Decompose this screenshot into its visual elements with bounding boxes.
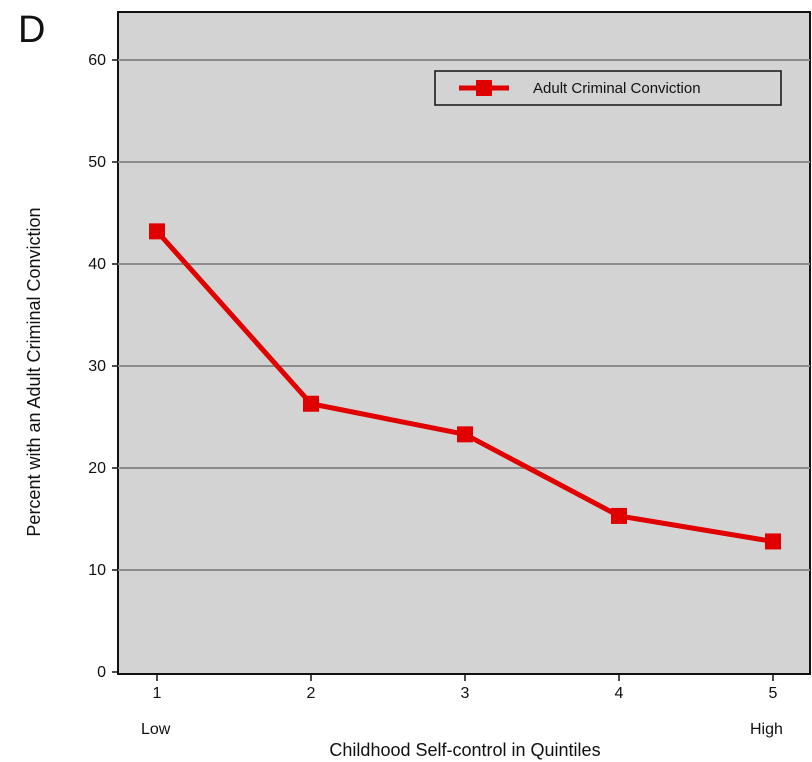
panel-label: D [18,9,45,51]
y-axis-title: Percent with an Adult Criminal Convictio… [24,207,44,536]
y-tick-label: 40 [88,256,106,273]
x-tick-label: 5 [769,685,778,702]
legend-label: Adult Criminal Conviction [533,80,701,97]
data-point-marker [303,395,319,412]
plot-area [117,11,811,675]
legend-box [434,70,782,106]
y-tick-label: 30 [88,358,106,375]
y-tick-label: 0 [97,664,106,681]
x-axis-ticks: 1 2 3 4 5 [153,674,778,702]
x-end-label-low: Low [141,721,171,738]
legend-marker-swatch [476,80,492,96]
x-end-label-high: High [750,721,783,738]
data-point-marker [149,223,165,240]
x-tick-label: 3 [461,685,470,702]
data-point-marker [765,533,781,550]
gridlines [118,59,810,571]
x-tick-label: 4 [615,685,624,702]
y-tick-label: 20 [88,460,106,477]
y-tick-label: 10 [88,562,106,579]
y-tick-label: 60 [88,52,106,69]
legend: Adult Criminal Conviction [434,70,782,106]
data-point-marker [457,426,473,443]
data-point-marker [611,507,627,524]
x-axis-title: Childhood Self-control in Quintiles [329,740,600,760]
y-tick-label: 50 [88,154,106,171]
y-axis-ticks: 0 10 20 30 40 50 60 [88,52,118,681]
series-adult-criminal-conviction [149,223,781,550]
x-tick-label: 2 [307,685,316,702]
x-tick-label: 1 [153,685,162,702]
